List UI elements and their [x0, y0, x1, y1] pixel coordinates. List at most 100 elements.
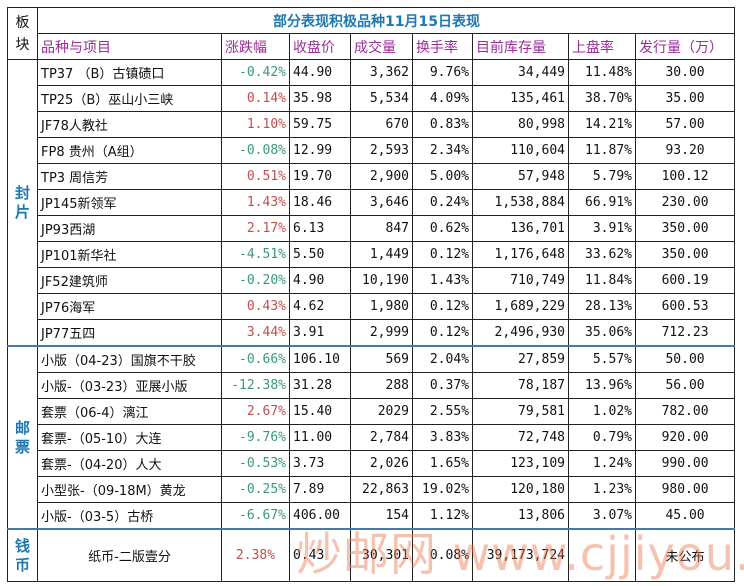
cell-close: 7.89 — [289, 476, 351, 503]
cell-listed: 11.48% — [568, 59, 636, 86]
cell-listed: 1.02% — [568, 398, 636, 425]
cell-turnover: 1.43% — [412, 267, 473, 294]
cell-issue: 57.00 — [634, 111, 736, 138]
table-row: 套票（06-4）漓江 2.67% 15.40 2029 2.55% 79,581 1.02%… — [8, 398, 736, 425]
cell-change: -0.42% — [221, 59, 290, 86]
cell-change: -9.76% — [221, 424, 290, 451]
cell-turnover: 0.12% — [412, 319, 473, 347]
cell-close: 406.00 — [289, 502, 351, 530]
title-row: 板块 部分表现积极品种11月15日表现 — [7, 7, 736, 60]
section-label: 邮票 — [7, 345, 38, 530]
cell-listed: 3.07% — [568, 502, 636, 530]
cell-issue: 782.00 — [634, 398, 736, 425]
table-row: 钱币 纸币-二版壹分 2.38% 0.43 30,301 0.08% 39,173,724 未… — [7, 528, 736, 582]
cell-stock: 39,173,724 — [472, 528, 569, 582]
cell-volume: 670 — [350, 111, 413, 138]
cell-name: TP25（B）巫山小三峡 — [37, 85, 222, 112]
cell-volume: 2,784 — [350, 424, 413, 451]
table-row: 小版-（03-5）古桥 -6.67% 406.00 154 1.12% 13,806 3.0… — [8, 502, 736, 530]
cell-listed: 33.62% — [568, 241, 636, 268]
cell-name: JP145新领军 — [37, 189, 222, 216]
cell-listed: 66.91% — [568, 189, 636, 216]
table-row: FP8 贵州（A组） -0.08% 12.99 2,593 2.34% 110,604 11… — [8, 137, 736, 164]
cell-turnover: 0.24% — [412, 189, 473, 216]
cell-stock: 78,187 — [472, 372, 569, 399]
cell-listed: 5.57% — [568, 345, 636, 373]
cell-turnover: 2.55% — [412, 398, 473, 425]
header-close: 收盘价 — [289, 33, 351, 60]
header-issue: 发行量（万） — [634, 33, 736, 60]
cell-issue: 45.00 — [634, 502, 736, 530]
cell-close: 0.43 — [289, 528, 351, 582]
cell-issue: 600.19 — [634, 267, 736, 294]
cell-name: 纸币-二版壹分 — [37, 528, 222, 582]
cell-issue: 30.00 — [634, 59, 736, 86]
cell-change: 0.14% — [221, 85, 290, 112]
table-row: TP25（B）巫山小三峡 0.14% 35.98 5,534 4.09% 135,461 3… — [8, 85, 736, 112]
cell-listed — [568, 528, 636, 582]
cell-turnover: 0.83% — [412, 111, 473, 138]
cell-name: TP3 周信芳 — [37, 163, 222, 190]
header-stock: 目前库存量 — [472, 33, 569, 60]
cell-close: 12.99 — [289, 137, 351, 164]
cell-name: 套票（06-4）漓江 — [37, 398, 222, 425]
cell-stock: 136,701 — [472, 215, 569, 242]
cell-volume: 2,999 — [350, 319, 413, 347]
cell-issue: 980.00 — [634, 476, 736, 503]
cell-stock: 27,859 — [472, 345, 569, 373]
cell-issue: 600.53 — [634, 293, 736, 320]
cell-turnover: 0.37% — [412, 372, 473, 399]
cell-issue: 712.23 — [634, 319, 736, 347]
cell-stock: 135,461 — [472, 85, 569, 112]
cell-stock: 710,749 — [472, 267, 569, 294]
header-name: 品种与项目 — [37, 33, 222, 60]
cell-turnover: 9.76% — [412, 59, 473, 86]
cell-change: 2.38% — [221, 528, 290, 582]
cell-name: 小型张-（09-18M）黄龙 — [37, 476, 222, 503]
cell-change: 3.44% — [221, 319, 290, 347]
cell-close: 3.91 — [289, 319, 351, 347]
cell-name: 套票-（05-10）大连 — [37, 424, 222, 451]
cell-stock: 110,604 — [472, 137, 569, 164]
cell-change: -0.66% — [221, 345, 290, 373]
cell-turnover: 0.12% — [412, 293, 473, 320]
table-row: 邮票 小版（04-23）国旗不干胶 -0.66% 106.10 569 2.04% 27,8… — [7, 345, 736, 530]
cell-turnover: 0.08% — [412, 528, 473, 582]
cell-name: JP76海军 — [37, 293, 222, 320]
cell-turnover: 19.02% — [412, 476, 473, 503]
cell-volume: 2029 — [350, 398, 413, 425]
header-change: 涨跌幅 — [221, 33, 290, 60]
cell-listed: 3.91% — [568, 215, 636, 242]
cell-turnover: 5.00% — [412, 163, 473, 190]
cell-close: 18.46 — [289, 189, 351, 216]
cell-stock: 57,948 — [472, 163, 569, 190]
cell-issue: 50.00 — [634, 345, 736, 373]
cell-name: 小版（04-23）国旗不干胶 — [37, 345, 222, 373]
cell-listed: 13.96% — [568, 372, 636, 399]
cell-close: 106.10 — [289, 345, 351, 373]
cell-turnover: 3.83% — [412, 424, 473, 451]
cell-turnover: 4.09% — [412, 85, 473, 112]
cell-volume: 2,026 — [350, 450, 413, 477]
cell-close: 59.75 — [289, 111, 351, 138]
cell-issue: 未公布 — [634, 528, 736, 582]
table-row: 封片 TP37 （B）古镇碛口 -0.42% 44.90 3,362 9.76% 34,44… — [7, 59, 736, 347]
cell-listed: 1.24% — [568, 450, 636, 477]
cell-stock: 34,449 — [472, 59, 569, 86]
cell-volume: 2,900 — [350, 163, 413, 190]
cell-name: 小版-（03-5）古桥 — [37, 502, 222, 530]
stock-performance-table: 板块 部分表现积极品种11月15日表现 品种与项目 涨跌幅 收盘价 成交量 换手… — [7, 7, 736, 582]
cell-listed: 14.21% — [568, 111, 636, 138]
cell-name: JP101新华社 — [37, 241, 222, 268]
cell-issue: 920.00 — [634, 424, 736, 451]
cell-turnover: 2.04% — [412, 345, 473, 373]
cell-change: -6.67% — [221, 502, 290, 530]
cell-name: JF78人教社 — [37, 111, 222, 138]
cell-issue: 350.00 — [634, 215, 736, 242]
table-row: 小版-（03-23）亚展小版 -12.38% 31.28 288 0.37% 78,187… — [8, 372, 736, 399]
cell-volume: 154 — [350, 502, 413, 530]
cell-issue: 93.20 — [634, 137, 736, 164]
cell-turnover: 0.12% — [412, 241, 473, 268]
cell-change: -4.51% — [221, 241, 290, 268]
table-row: TP3 周信芳 0.51% 19.70 2,900 5.00% 57,948 5.79% 10… — [8, 163, 736, 190]
